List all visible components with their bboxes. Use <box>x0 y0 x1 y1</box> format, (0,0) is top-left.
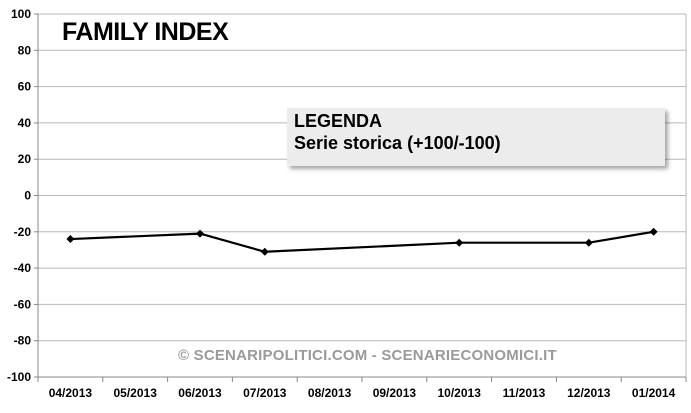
chart-title: FAMILY INDEX <box>62 18 229 46</box>
x-tick-label-2: 06/2013 <box>178 386 222 400</box>
x-tick-label-3: 07/2013 <box>243 386 287 400</box>
y-tick-label-8: -60 <box>14 297 32 311</box>
x-tick-label-6: 10/2013 <box>438 386 482 400</box>
x-tick-label-1: 05/2013 <box>114 386 158 400</box>
data-point-8 <box>584 238 593 247</box>
x-tick-label-8: 12/2013 <box>567 386 611 400</box>
data-point-6 <box>455 238 464 247</box>
copyright-watermark: © SCENARIPOLITICI.COM - SCENARIECONOMICI… <box>178 347 557 364</box>
series-line-0 <box>70 230 654 253</box>
legend: LEGENDA Serie storica (+100/-100) <box>287 108 665 166</box>
y-tick-label-2: 60 <box>18 80 32 94</box>
x-tick-label-7: 11/2013 <box>503 386 546 400</box>
legend-title: LEGENDA <box>294 111 383 131</box>
data-point-2 <box>196 229 204 238</box>
y-tick-label-6: -20 <box>14 225 32 239</box>
data-point-3 <box>260 247 269 256</box>
y-tick-label-4: 20 <box>18 152 32 166</box>
x-tick-label-0: 04/2013 <box>49 386 93 400</box>
y-tick-label-1: 80 <box>18 43 32 57</box>
x-tick-label-5: 09/2013 <box>373 386 417 400</box>
x-tick-label-4: 08/2013 <box>308 386 352 400</box>
y-tick-label-7: -40 <box>14 261 32 275</box>
y-tick-label-5: 0 <box>24 189 31 203</box>
y-tick-label-9: -80 <box>14 334 32 348</box>
legend-entry: Serie storica (+100/-100) <box>294 133 501 153</box>
y-tick-label-10: -100 <box>7 370 31 384</box>
x-tick-label-9: 01/2014 <box>632 386 676 400</box>
data-point-0 <box>66 235 75 244</box>
y-tick-label-3: 40 <box>18 116 32 130</box>
data-point-9 <box>649 227 658 236</box>
y-tick-label-0: 100 <box>11 7 31 21</box>
